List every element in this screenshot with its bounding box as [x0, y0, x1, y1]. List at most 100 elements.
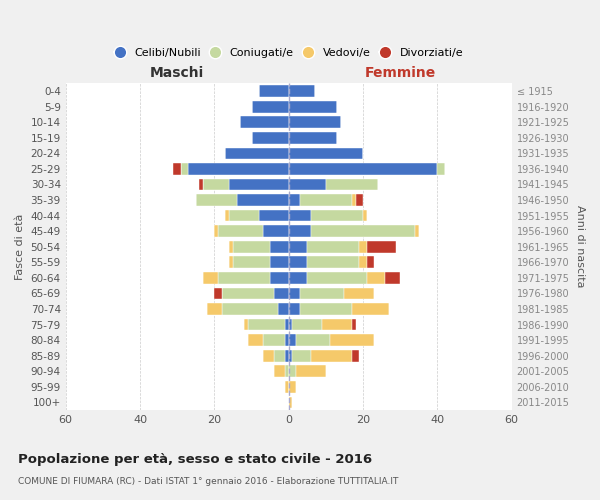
Bar: [311, 226, 415, 237]
Bar: [356, 194, 363, 206]
Bar: [296, 334, 329, 346]
Bar: [229, 210, 259, 222]
Y-axis label: Fasce di età: Fasce di età: [15, 214, 25, 280]
Bar: [352, 194, 356, 206]
Bar: [359, 256, 367, 268]
Bar: [289, 210, 311, 222]
Bar: [289, 334, 296, 346]
Bar: [248, 334, 263, 346]
Bar: [181, 163, 188, 175]
Bar: [263, 226, 289, 237]
Bar: [226, 148, 289, 159]
Bar: [270, 241, 289, 252]
Bar: [385, 272, 400, 283]
Text: Maschi: Maschi: [150, 66, 205, 80]
Bar: [259, 210, 289, 222]
Bar: [367, 256, 374, 268]
Text: COMUNE DI FIUMARA (RC) - Dati ISTAT 1° gennaio 2016 - Elaborazione TUTTITALIA.IT: COMUNE DI FIUMARA (RC) - Dati ISTAT 1° g…: [18, 478, 398, 486]
Bar: [300, 303, 352, 315]
Bar: [233, 241, 270, 252]
Bar: [229, 241, 233, 252]
Bar: [274, 350, 285, 362]
Bar: [367, 241, 397, 252]
Bar: [263, 350, 274, 362]
Bar: [203, 272, 218, 283]
Bar: [207, 303, 222, 315]
Bar: [218, 272, 270, 283]
Bar: [296, 366, 326, 377]
Bar: [352, 350, 359, 362]
Bar: [344, 288, 374, 300]
Bar: [251, 132, 289, 143]
Bar: [214, 288, 222, 300]
Bar: [322, 318, 352, 330]
Bar: [233, 256, 270, 268]
Bar: [307, 241, 359, 252]
Bar: [274, 366, 285, 377]
Bar: [263, 334, 285, 346]
Bar: [289, 226, 311, 237]
Bar: [289, 381, 296, 392]
Bar: [289, 194, 300, 206]
Bar: [289, 396, 292, 408]
Bar: [251, 101, 289, 112]
Bar: [289, 101, 337, 112]
Bar: [311, 210, 363, 222]
Bar: [292, 350, 311, 362]
Bar: [229, 256, 233, 268]
Bar: [278, 303, 289, 315]
Bar: [274, 288, 289, 300]
Bar: [352, 303, 389, 315]
Bar: [236, 194, 289, 206]
Bar: [300, 288, 344, 300]
Bar: [199, 178, 203, 190]
Bar: [415, 226, 419, 237]
Bar: [188, 163, 289, 175]
Bar: [289, 241, 307, 252]
Bar: [326, 178, 378, 190]
Text: Femmine: Femmine: [365, 66, 436, 80]
Bar: [307, 272, 367, 283]
Bar: [226, 210, 229, 222]
Bar: [196, 194, 236, 206]
Bar: [222, 303, 278, 315]
Bar: [285, 381, 289, 392]
Bar: [270, 272, 289, 283]
Bar: [289, 288, 300, 300]
Bar: [248, 318, 285, 330]
Bar: [289, 86, 315, 97]
Bar: [363, 210, 367, 222]
Bar: [270, 256, 289, 268]
Bar: [289, 366, 296, 377]
Bar: [218, 226, 263, 237]
Text: Popolazione per età, sesso e stato civile - 2016: Popolazione per età, sesso e stato civil…: [18, 452, 372, 466]
Bar: [289, 272, 307, 283]
Bar: [352, 318, 356, 330]
Bar: [359, 241, 367, 252]
Bar: [311, 350, 352, 362]
Bar: [437, 163, 445, 175]
Bar: [244, 318, 248, 330]
Bar: [292, 318, 322, 330]
Bar: [173, 163, 181, 175]
Bar: [285, 366, 289, 377]
Bar: [329, 334, 374, 346]
Bar: [289, 178, 326, 190]
Bar: [259, 86, 289, 97]
Bar: [289, 132, 337, 143]
Bar: [367, 272, 385, 283]
Bar: [229, 178, 289, 190]
Bar: [285, 350, 289, 362]
Y-axis label: Anni di nascita: Anni di nascita: [575, 206, 585, 288]
Bar: [222, 288, 274, 300]
Bar: [289, 163, 437, 175]
Bar: [289, 350, 292, 362]
Bar: [307, 256, 359, 268]
Bar: [289, 148, 363, 159]
Bar: [241, 116, 289, 128]
Bar: [203, 178, 229, 190]
Bar: [214, 226, 218, 237]
Legend: Celibi/Nubili, Coniugati/e, Vedovi/e, Divorziati/e: Celibi/Nubili, Coniugati/e, Vedovi/e, Di…: [110, 43, 467, 63]
Bar: [289, 318, 292, 330]
Bar: [285, 318, 289, 330]
